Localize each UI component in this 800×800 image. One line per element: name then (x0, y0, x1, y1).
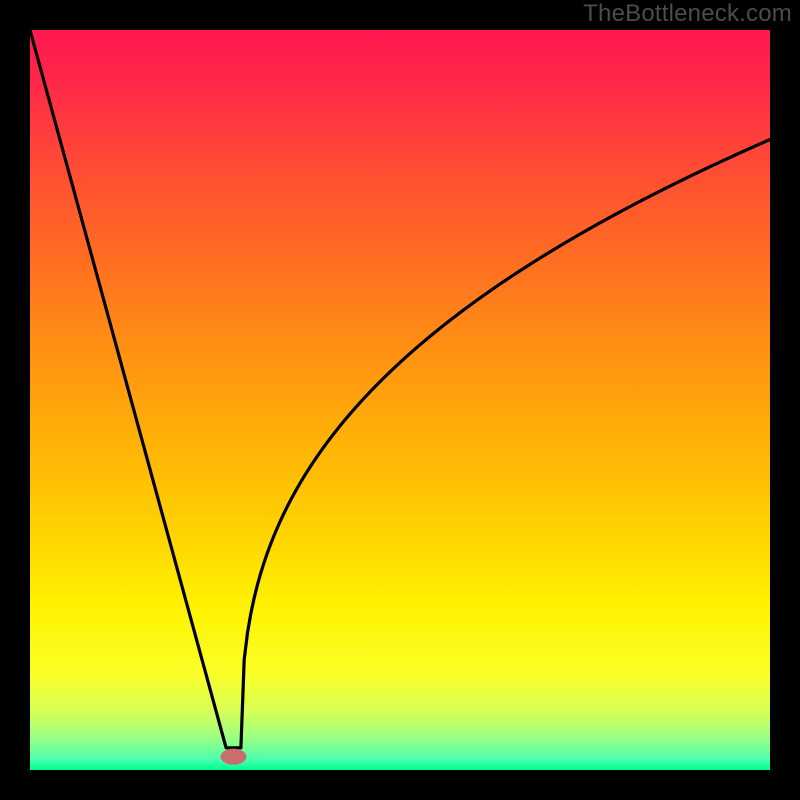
chart-frame: TheBottleneck.com (0, 0, 800, 800)
bottleneck-chart (0, 0, 800, 800)
plot-background (30, 30, 770, 770)
optimal-marker (221, 749, 247, 765)
watermark-text: TheBottleneck.com (583, 0, 792, 28)
